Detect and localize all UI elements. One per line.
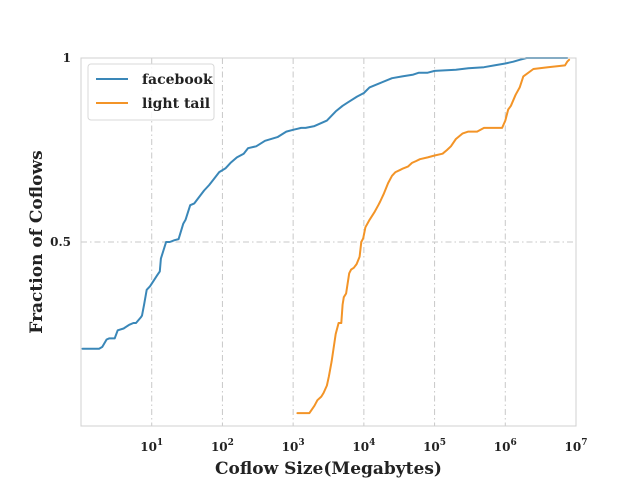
series-line-facebook bbox=[81, 57, 569, 350]
x-tick-label: 103 bbox=[282, 438, 305, 454]
x-tick-label: 107 bbox=[565, 438, 588, 454]
y-axis-label: Fraction of Coflows bbox=[27, 150, 47, 333]
x-tick-label: 102 bbox=[211, 438, 234, 454]
x-tick-label: 106 bbox=[494, 438, 517, 454]
series-lines bbox=[81, 57, 571, 415]
legend: facebook light tail bbox=[87, 63, 215, 121]
legend-label: light tail bbox=[142, 96, 210, 112]
legend-label: facebook bbox=[142, 72, 213, 88]
y-tick-label: 1 bbox=[63, 51, 71, 65]
x-tick-labels: 101 102 103 104 105 106 107 bbox=[140, 438, 587, 454]
y-tick-labels: 0.51 bbox=[50, 51, 71, 249]
plot-frame bbox=[80, 57, 577, 427]
x-tick-label: 101 bbox=[140, 438, 163, 454]
x-tick-label: 104 bbox=[352, 438, 375, 454]
x-tick-label: 105 bbox=[423, 438, 446, 454]
x-axis-label: Coflow Size(Megabytes) bbox=[215, 459, 442, 479]
y-tick-label: 0.5 bbox=[50, 235, 71, 249]
grid-lines bbox=[81, 58, 576, 426]
series-line-light-tail bbox=[296, 58, 571, 415]
